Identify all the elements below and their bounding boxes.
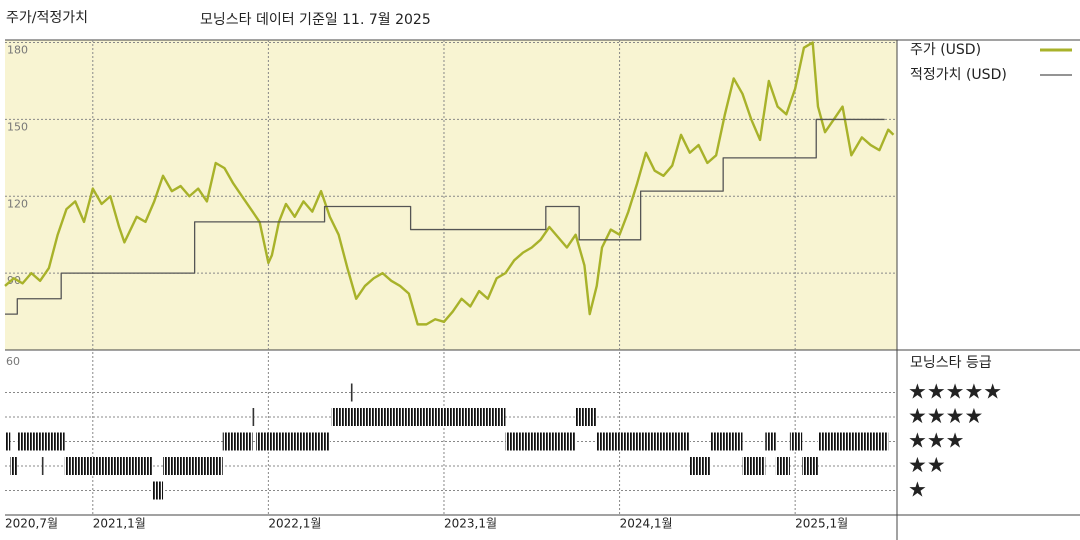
x-tick-label: 2025,1월: [795, 517, 848, 531]
y-tick-label: 90: [7, 274, 21, 287]
series-line: [5, 118, 885, 315]
rating-bar: [505, 432, 576, 451]
legend-label: 적정가치 (USD): [910, 67, 1007, 83]
y-tick-label: 150: [7, 120, 28, 133]
series-line: [4, 41, 895, 326]
x-tick-label: 2021,1월: [93, 517, 146, 531]
legend-label: 주가 (USD): [910, 42, 981, 58]
rating-title: 모닝스타 등급: [910, 355, 992, 371]
rating-bar: [222, 432, 253, 451]
rating-bar: [5, 432, 11, 451]
rating-bar: [64, 457, 153, 475]
rating-label: ★★★: [908, 429, 964, 453]
chart-title: 주가/적정가치: [6, 10, 88, 26]
x-tick-label: 2020,7월: [5, 517, 58, 531]
rating-bar: [596, 432, 690, 451]
rating-bar: [742, 457, 766, 475]
chart-subtitle: 모닝스타 데이터 기준일 11. 7월 2025: [200, 12, 431, 28]
rating-bar: [765, 432, 776, 451]
plot-background: [5, 40, 897, 350]
rating-bar: [152, 481, 164, 500]
rating-label: ★: [908, 478, 927, 502]
y-tick-label: 120: [7, 197, 28, 210]
rating-label: ★★★★★: [908, 380, 1002, 404]
rating-bar: [802, 457, 818, 475]
rating-bar: [331, 408, 506, 426]
rating-bar: [41, 457, 44, 475]
rating-bar: [10, 457, 18, 475]
rating-bar: [163, 457, 223, 475]
rating-bar: [256, 432, 330, 451]
rating-bar: [689, 457, 711, 475]
x-tick-label: 2022,1월: [268, 517, 321, 531]
rating-bar: [789, 432, 803, 451]
rating-bar: [252, 408, 255, 426]
y-tick-label: 180: [7, 44, 28, 57]
panel-label: 60: [6, 355, 20, 368]
rating-bar: [575, 408, 597, 426]
rating-label: ★★: [908, 453, 946, 477]
rating-label: ★★★★: [908, 404, 983, 428]
rating-bar: [775, 457, 790, 475]
rating-bar: [710, 432, 743, 451]
rating-bar: [17, 432, 65, 451]
x-tick-label: 2023,1월: [444, 517, 497, 531]
rating-bar: [817, 432, 889, 451]
x-tick-label: 2024,1월: [620, 517, 673, 531]
rating-bar: [350, 383, 353, 402]
